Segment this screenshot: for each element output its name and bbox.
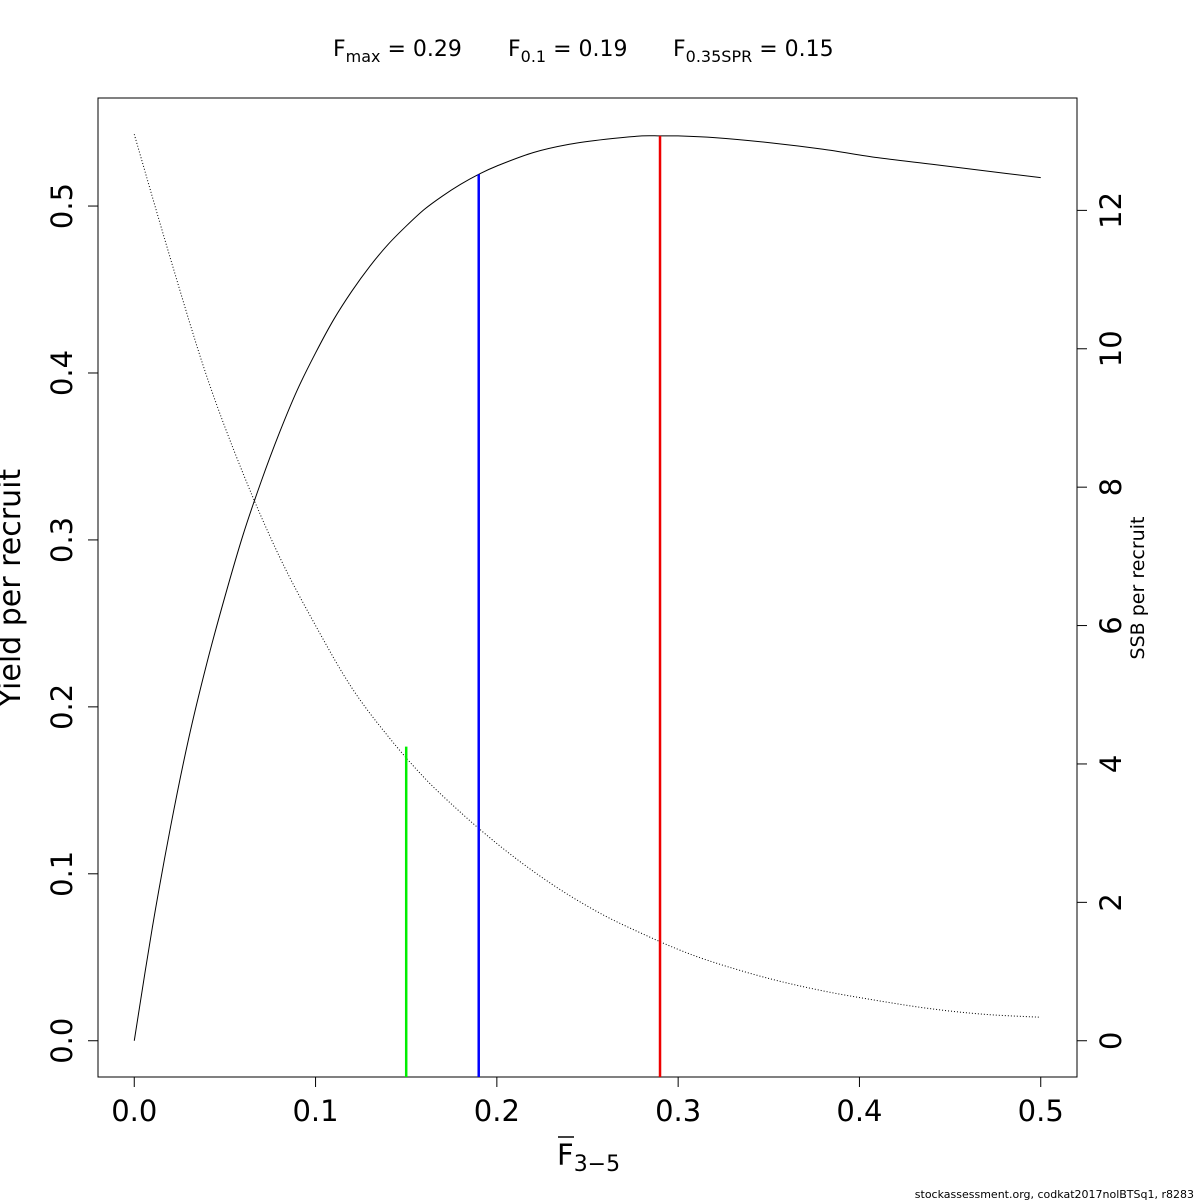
x-axis-title: F3−5 bbox=[557, 1136, 620, 1177]
f035spr-label: F0.35SPR = 0.15 bbox=[673, 37, 834, 66]
x-axis-title-text: F3−5 bbox=[557, 1138, 620, 1177]
y-tick-label: 0.5 bbox=[45, 183, 79, 229]
y-axis-left: 0.0 0.1 0.2 0.3 0.4 0.5 bbox=[45, 183, 98, 1064]
series-layer bbox=[133, 134, 1041, 1041]
ssb-per-recruit-line bbox=[133, 134, 1041, 1018]
y2-tick-label: 8 bbox=[1094, 478, 1128, 496]
x-tick-label: 0.5 bbox=[1018, 1094, 1064, 1128]
chart-header: Fmax = 0.29 F0.1 = 0.19 F0.35SPR = 0.15 bbox=[333, 37, 834, 66]
y-axis-title: Yield per recruit bbox=[0, 469, 28, 709]
y2-tick-label: 6 bbox=[1094, 616, 1128, 634]
plot-frame bbox=[97, 97, 1078, 1078]
y2-tick-label: 10 bbox=[1094, 330, 1128, 367]
x-tick-label: 0.1 bbox=[292, 1094, 338, 1128]
x-tick-label: 0.2 bbox=[474, 1094, 520, 1128]
y-tick-label: 0.3 bbox=[45, 517, 79, 563]
y2-tick-label: 2 bbox=[1094, 893, 1128, 911]
y-tick-label: 0.0 bbox=[45, 1018, 79, 1064]
yield-per-recruit-line bbox=[133, 135, 1041, 1041]
y-tick-label: 0.4 bbox=[45, 350, 79, 396]
f01-label: F0.1 = 0.19 bbox=[508, 37, 628, 66]
x-tick-label: 0.3 bbox=[655, 1094, 701, 1128]
y-axis-right: 0 2 4 6 8 10 12 bbox=[1077, 192, 1128, 1050]
x-tick-label: 0.0 bbox=[111, 1094, 157, 1128]
fmax-label: Fmax = 0.29 bbox=[333, 37, 462, 66]
reference-lines bbox=[404, 135, 662, 1077]
footer-credit: stockassessment.org, codkat2017nolBTSq1,… bbox=[915, 1188, 1194, 1200]
y2-tick-label: 4 bbox=[1094, 755, 1128, 773]
y-tick-label: 0.1 bbox=[45, 851, 79, 897]
x-tick-label: 0.4 bbox=[836, 1094, 882, 1128]
y2-axis-title: SSB per recruit bbox=[1127, 517, 1149, 660]
y2-tick-label: 0 bbox=[1094, 1032, 1128, 1050]
y2-tick-label: 12 bbox=[1094, 192, 1128, 229]
x-axis: 0.0 0.1 0.2 0.3 0.4 0.5 bbox=[111, 1077, 1064, 1128]
y-tick-label: 0.2 bbox=[45, 684, 79, 730]
